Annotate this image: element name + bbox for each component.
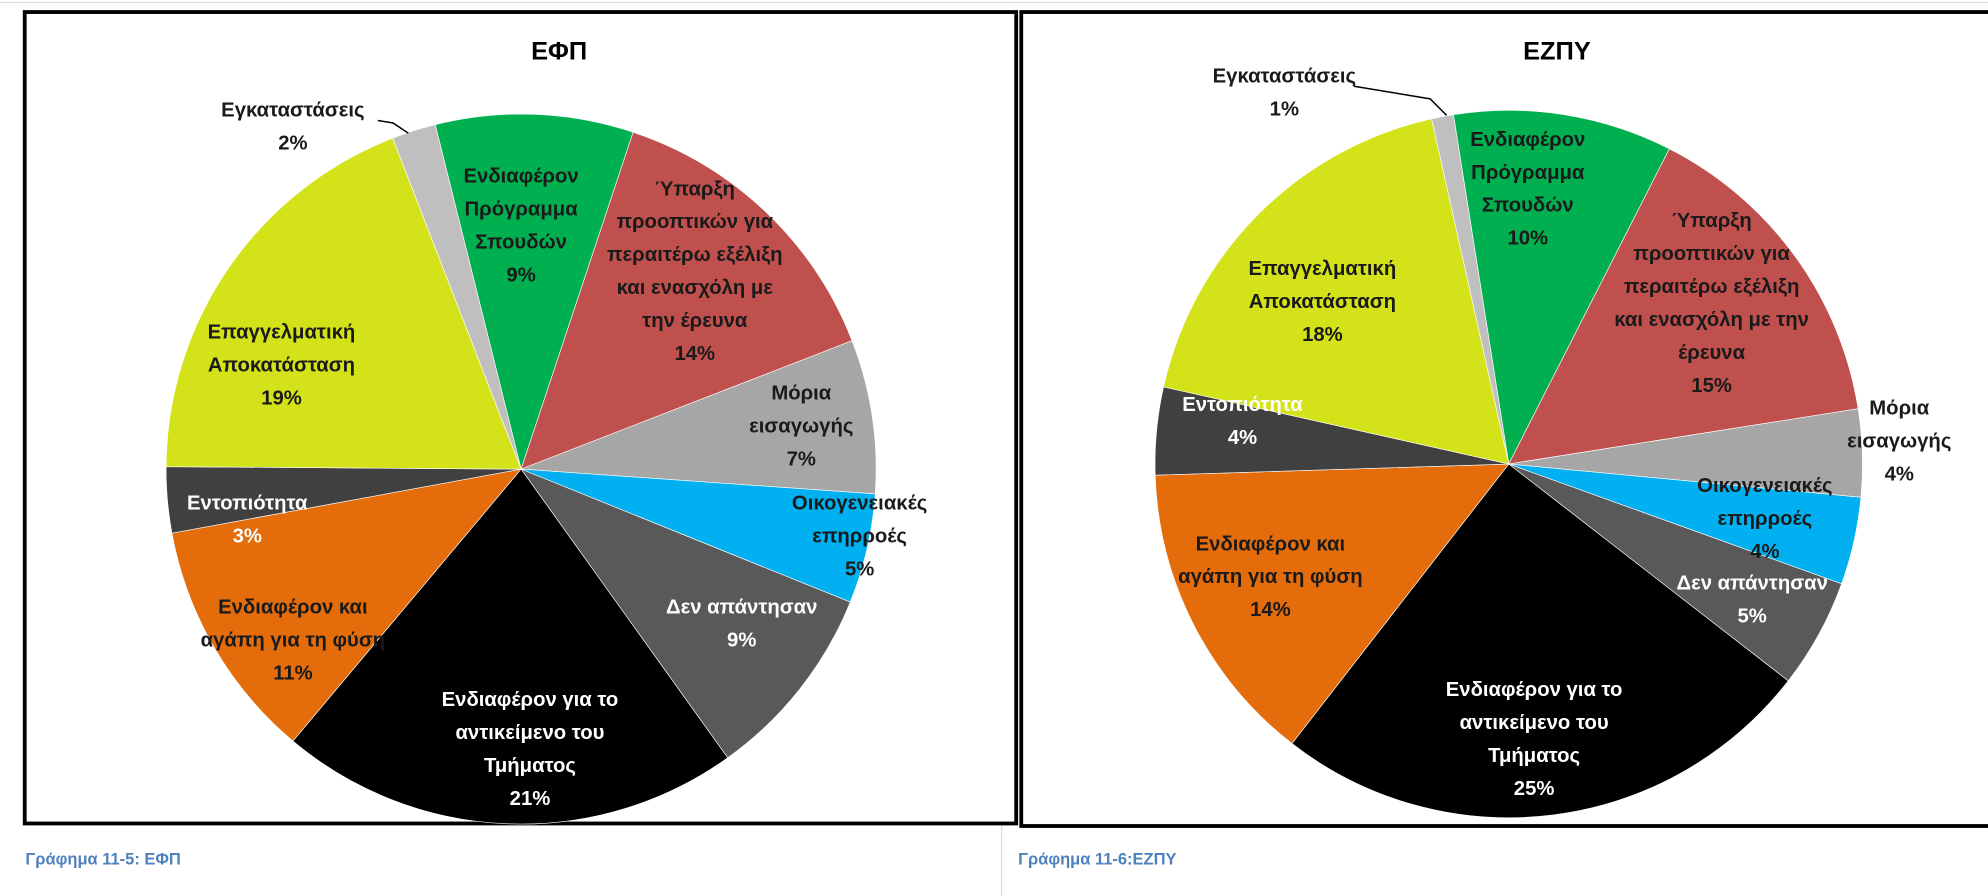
label-value: 9% bbox=[506, 264, 536, 287]
label-category: Εγκαταστάσεις bbox=[1212, 65, 1357, 88]
label-category: Εγκαταστάσεις bbox=[221, 100, 365, 122]
data-label: Μόρια εισαγωγής 7% bbox=[732, 378, 871, 477]
pie-slice bbox=[165, 137, 522, 470]
pie-slice bbox=[292, 468, 729, 825]
label-value: 11% bbox=[273, 663, 313, 685]
label-category: Μόρια εισαγωγής bbox=[1847, 398, 1952, 453]
data-label: Δεν απάντησαν 9% bbox=[640, 592, 843, 658]
data-label: Εγκαταστάσεις 2% bbox=[198, 95, 388, 161]
pie-slice bbox=[520, 131, 853, 470]
data-label: Επαγγελματική Αποκατάσταση 18% bbox=[1227, 254, 1417, 353]
data-label: Ύπαρξη προοπτικών για περαιτέρω εξέλιξη … bbox=[606, 174, 784, 372]
label-value: 4% bbox=[1227, 427, 1258, 449]
label-category: Ενδιαφέρον Πρόγραμμα Σπουδών bbox=[1470, 129, 1586, 217]
label-value: 2% bbox=[278, 133, 308, 155]
label-value: 9% bbox=[727, 630, 757, 652]
label-value: 14% bbox=[1250, 599, 1291, 622]
data-label: Ενδιαφέρον και αγάπη για τη φύση 11% bbox=[198, 592, 388, 691]
data-label: Δεν απάντησαν 5% bbox=[1651, 568, 1854, 634]
label-value: 10% bbox=[1507, 228, 1549, 250]
label-value: 5% bbox=[844, 559, 875, 581]
pie-slice bbox=[1163, 118, 1510, 465]
label-category: Οικογενειακές επηρροές bbox=[1697, 475, 1833, 530]
data-label: Ενδιαφέρον για το αντικείμενο του Τμήματ… bbox=[429, 685, 632, 817]
label-category: Εντοπιότητα bbox=[1182, 394, 1303, 416]
label-category: Ενδιαφέρον Πρόγραμμα Σπουδών bbox=[463, 166, 579, 254]
data-label: Εντοπιότητα 4% bbox=[1160, 389, 1325, 455]
label-category: Επαγγελματική Αποκατάσταση bbox=[1248, 258, 1397, 314]
pie-slice bbox=[171, 468, 522, 742]
data-label: Εντοπιότητα 3% bbox=[165, 488, 330, 554]
data-label: Ενδιαφέρον για το αντικείμενο του Τμήματ… bbox=[1426, 675, 1642, 807]
label-category: Ενδιαφέρον και αγάπη για τη φύση bbox=[1178, 533, 1363, 589]
label-value: 5% bbox=[1737, 606, 1767, 628]
data-label: Οικογενειακές επηρροές 4% bbox=[1676, 470, 1854, 569]
label-value: 14% bbox=[674, 343, 716, 366]
data-label: Ενδιαφέρον Πρόγραμμα Σπουδών 10% bbox=[1458, 124, 1597, 256]
data-label: Ενδιαφέρον Πρόγραμμα Σπουδών 9% bbox=[451, 161, 590, 293]
chart-title: ΕΖΠΥ bbox=[1523, 38, 1591, 66]
label-value: 1% bbox=[1269, 98, 1300, 121]
label-value: 15% bbox=[1691, 375, 1732, 397]
pie-slice bbox=[1453, 110, 1670, 466]
label-value: 4% bbox=[1884, 464, 1914, 486]
data-label: Ύπαρξη προοπτικών για περαιτέρω εξέλιξη … bbox=[1610, 205, 1813, 403]
pie-slice bbox=[1154, 463, 1510, 744]
label-value: 7% bbox=[786, 448, 816, 471]
leader-line bbox=[377, 119, 409, 134]
pie-slice bbox=[520, 468, 851, 759]
label-value: 25% bbox=[1513, 778, 1555, 801]
label-category: Εντοπιότητα bbox=[186, 493, 308, 515]
data-label: Οικογενειακές επηρροές 5% bbox=[771, 488, 949, 587]
label-value: 21% bbox=[509, 788, 551, 811]
data-label: Εγκαταστάσεις 1% bbox=[1177, 61, 1393, 127]
pie-slice bbox=[1291, 463, 1789, 819]
label-category: Οικογενειακές επηρροές bbox=[791, 493, 928, 548]
label-value: 19% bbox=[261, 387, 302, 410]
pie-slice bbox=[434, 113, 634, 471]
data-label: Μόρια εισαγωγής 4% bbox=[1830, 393, 1969, 492]
pie-slice bbox=[520, 340, 877, 495]
label-category: Ενδιαφέρον και αγάπη για τη φύση bbox=[200, 597, 386, 652]
label-value: 4% bbox=[1750, 541, 1780, 563]
label-value: 18% bbox=[1302, 324, 1343, 347]
label-category: Ύπαρξη προοπτικών για περαιτέρω εξέλιξη … bbox=[1614, 210, 1809, 364]
leader-line bbox=[1353, 85, 1448, 116]
caption: Γράφημα 11-5: ΕΦΠ bbox=[25, 849, 181, 869]
chart-title: ΕΦΠ bbox=[531, 38, 588, 66]
label-category: Ενδιαφέρον για το αντικείμενο του Τμήματ… bbox=[441, 689, 619, 778]
pie-slice bbox=[1508, 148, 1859, 465]
pie-slice bbox=[1431, 114, 1510, 465]
label-category: Ενδιαφέρον για το αντικείμενο του Τμήματ… bbox=[1445, 679, 1623, 768]
caption: Γράφημα 11-6:ΕΖΠΥ bbox=[1018, 849, 1177, 869]
data-label: Ενδιαφέρον και αγάπη για τη φύση 14% bbox=[1175, 529, 1365, 628]
label-category: Μόρια εισαγωγής bbox=[749, 382, 854, 438]
label-category: Δεν απάντησαν bbox=[666, 597, 818, 619]
label-category: Επαγγελματική Αποκατάσταση bbox=[207, 322, 356, 377]
chart-frame bbox=[1019, 10, 1988, 828]
data-label: Επαγγελματική Αποκατάσταση 19% bbox=[186, 317, 376, 416]
label-value: 3% bbox=[232, 526, 262, 548]
label-category: Ύπαρξη προοπτικών για περαιτέρω εξέλιξη … bbox=[607, 178, 783, 333]
label-category: Δεν απάντησαν bbox=[1676, 573, 1828, 595]
pie-slice bbox=[392, 124, 522, 470]
